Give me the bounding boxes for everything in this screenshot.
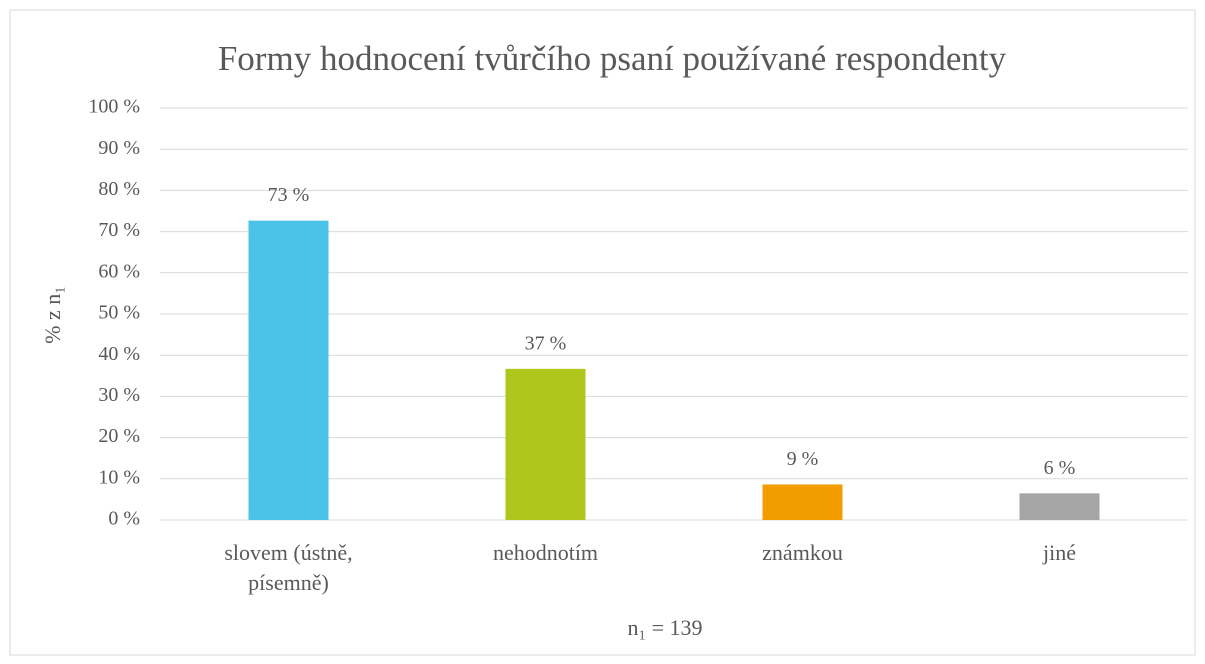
data-label: 37 % bbox=[525, 332, 567, 354]
x-tick-label: jiné bbox=[1043, 540, 1076, 565]
bar bbox=[762, 484, 843, 520]
x-tick-label: známkou bbox=[762, 540, 843, 565]
bar bbox=[505, 368, 586, 520]
y-tick-label: 30 % bbox=[98, 384, 140, 406]
y-tick-label: 80 % bbox=[98, 178, 140, 200]
y-tick-label: 90 % bbox=[98, 137, 140, 159]
bar bbox=[248, 220, 329, 520]
y-tick-label: 40 % bbox=[98, 343, 140, 365]
y-tick-label: 50 % bbox=[98, 302, 140, 324]
data-label: 9 % bbox=[787, 448, 819, 470]
x-tick-label: slovem (ústně, písemně) bbox=[224, 540, 353, 595]
y-axis-label: % z n₁ bbox=[40, 286, 65, 344]
y-tick-label: 0 % bbox=[108, 508, 140, 530]
x-tick-label: nehodnotím bbox=[492, 540, 599, 565]
y-tick-label: 10 % bbox=[98, 466, 140, 488]
data-label: 73 % bbox=[268, 184, 310, 206]
bar bbox=[1019, 493, 1100, 520]
data-label: 6 % bbox=[1044, 457, 1076, 479]
y-tick-label: 100 % bbox=[88, 96, 140, 118]
y-tick-label: 20 % bbox=[98, 425, 140, 447]
y-tick-label: 70 % bbox=[98, 219, 140, 241]
y-tick-label: 60 % bbox=[98, 260, 140, 282]
x-axis-label: n₁ = 139 bbox=[627, 615, 702, 640]
chart-title: Formy hodnocení tvůrčího psaní používané… bbox=[218, 39, 1007, 78]
chart-border bbox=[9, 9, 1196, 656]
